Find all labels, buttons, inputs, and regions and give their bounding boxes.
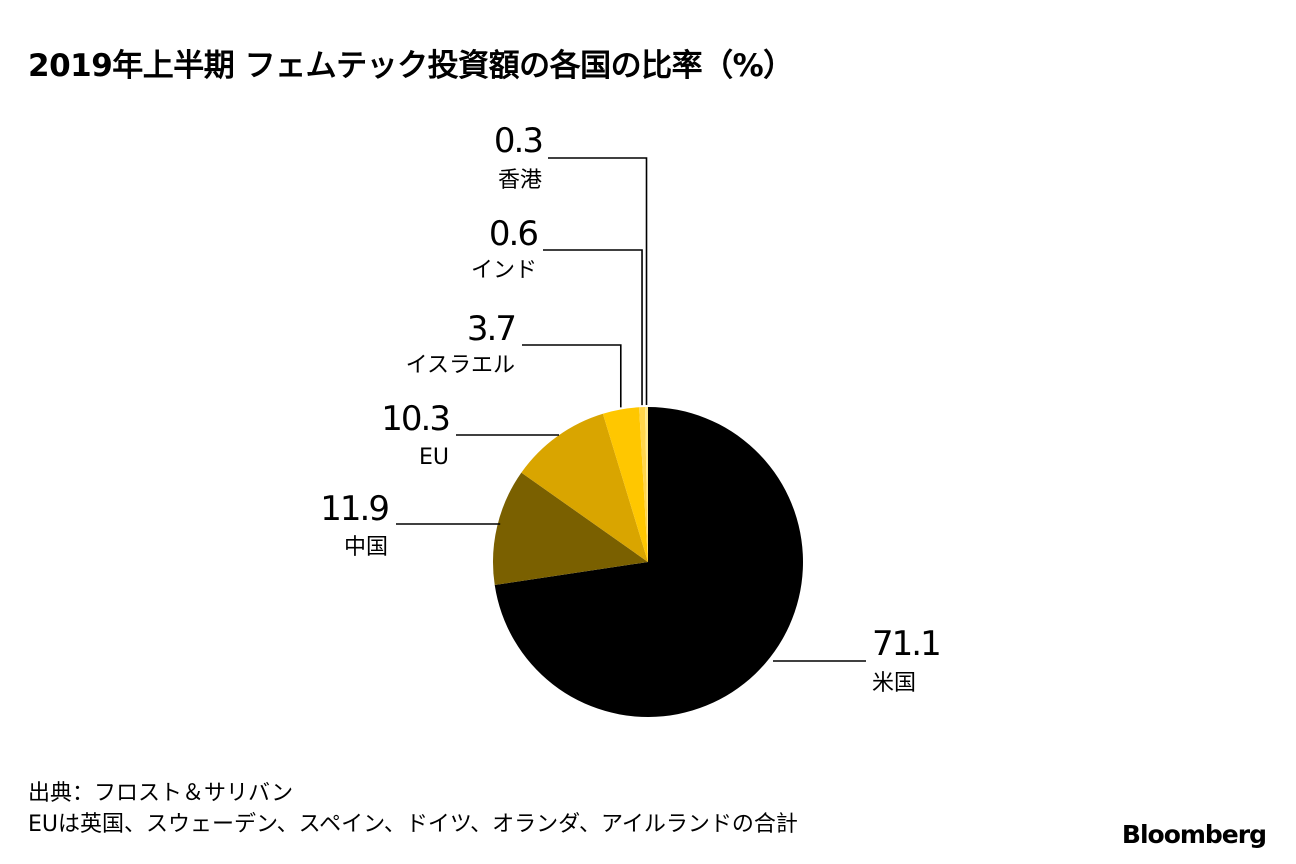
leader-line-4 bbox=[543, 249, 643, 406]
category-label-3: イスラエル bbox=[406, 353, 515, 378]
category-label-1: 中国 bbox=[344, 535, 388, 560]
value-label-4: 0.6 bbox=[489, 214, 537, 254]
chart-footer: 出典：フロスト＆サリバン EUは英国、スウェーデン、スペイン、ドイツ、オランダ、… bbox=[28, 778, 798, 840]
eu-note: EUは英国、スウェーデン、スペイン、ドイツ、オランダ、アイルランドの合計 bbox=[28, 812, 798, 837]
bloomberg-logo: Bloomberg bbox=[1121, 820, 1267, 849]
pie-slice-3 bbox=[602, 407, 648, 562]
pie-slice-4 bbox=[639, 407, 648, 562]
chart-title: 2019年上半期 フェムテック投資額の各国の比率（%） bbox=[28, 48, 794, 84]
source-note: 出典：フロスト＆サリバン bbox=[28, 781, 294, 806]
leader-line-5 bbox=[548, 157, 648, 406]
value-label-0: 71.1 bbox=[872, 624, 940, 664]
value-label-2: 10.3 bbox=[381, 399, 449, 439]
value-label-3: 3.7 bbox=[467, 309, 515, 349]
category-label-2: EU bbox=[419, 445, 449, 470]
pie-slice-0 bbox=[494, 407, 803, 718]
category-label-5: 香港 bbox=[498, 168, 542, 193]
value-label-1: 11.9 bbox=[320, 489, 388, 529]
pie-slice-1 bbox=[493, 472, 648, 586]
category-label-0: 米国 bbox=[872, 671, 916, 696]
leader-line-3 bbox=[522, 344, 622, 408]
pie-slice-2 bbox=[521, 413, 648, 562]
value-label-5: 0.3 bbox=[494, 121, 542, 161]
category-label-4: インド bbox=[471, 258, 537, 283]
pie-slice-5 bbox=[645, 407, 648, 562]
